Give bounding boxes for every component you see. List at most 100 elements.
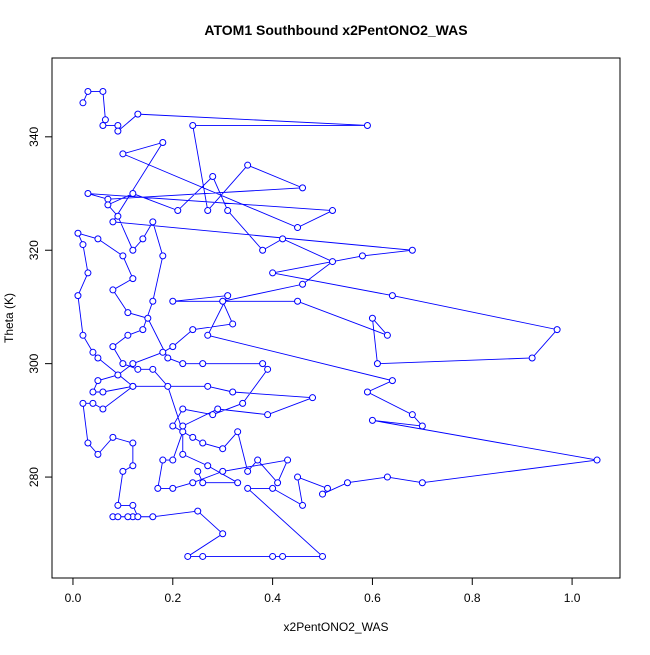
data-point	[209, 173, 217, 181]
data-point	[104, 195, 112, 203]
x-tick-label: 1.0	[564, 591, 581, 605]
plot-box	[51, 57, 621, 579]
data-point	[219, 530, 227, 538]
data-point	[129, 462, 137, 470]
data-point	[204, 382, 212, 390]
data-point	[109, 433, 117, 441]
data-point	[129, 275, 137, 283]
data-point	[189, 121, 197, 129]
data-point	[169, 297, 177, 305]
data-point	[119, 467, 127, 475]
data-point	[129, 439, 137, 447]
data-point	[129, 382, 137, 390]
data-point	[79, 241, 87, 249]
data-point	[114, 127, 122, 135]
data-point	[229, 388, 237, 396]
data-point	[149, 297, 157, 305]
data-point	[259, 360, 267, 368]
y-tick-label: 340	[27, 126, 41, 146]
data-point	[189, 326, 197, 334]
y-axis-label: Theta (K)	[2, 293, 16, 343]
data-point	[101, 116, 109, 124]
data-point	[244, 467, 252, 475]
data-point	[219, 297, 227, 305]
data-point	[234, 479, 242, 487]
data-point	[124, 331, 132, 339]
data-point	[124, 309, 132, 317]
data-point	[254, 456, 262, 464]
data-point	[199, 552, 207, 560]
data-point	[139, 326, 147, 334]
data-point	[169, 343, 177, 351]
data-point	[363, 388, 371, 396]
data-point	[179, 428, 187, 436]
data-line	[77, 91, 598, 557]
data-point	[179, 360, 187, 368]
x-tick-label: 0.0	[65, 591, 82, 605]
data-point	[189, 433, 197, 441]
data-point	[119, 150, 127, 158]
data-point	[94, 354, 102, 362]
data-point	[194, 467, 202, 475]
data-point	[109, 343, 117, 351]
data-point	[94, 235, 102, 243]
data-point	[144, 314, 152, 322]
data-point	[154, 484, 162, 492]
data-point	[309, 394, 317, 402]
data-point	[134, 365, 142, 373]
data-point	[204, 462, 212, 470]
x-tick-label: 0.4	[264, 591, 281, 605]
data-point	[343, 479, 351, 487]
chart-title: ATOM1 Southbound x2PentONO2_WAS	[204, 22, 467, 38]
data-point	[274, 479, 282, 487]
data-point	[129, 190, 137, 198]
data-point	[169, 484, 177, 492]
data-point	[109, 286, 117, 294]
data-point	[134, 513, 142, 521]
data-point	[74, 229, 82, 237]
data-point	[129, 360, 137, 368]
data-point	[528, 354, 536, 362]
y-tick-label: 300	[27, 353, 41, 373]
data-point	[319, 490, 327, 498]
data-point	[194, 507, 202, 515]
data-point	[214, 405, 222, 413]
data-point	[269, 484, 277, 492]
data-point	[234, 428, 242, 436]
data-point	[184, 552, 192, 560]
data-point	[244, 161, 252, 169]
data-point	[418, 422, 426, 430]
data-point	[84, 190, 92, 198]
data-point	[114, 121, 122, 129]
data-point	[329, 207, 337, 215]
x-tick-label: 0.2	[164, 591, 181, 605]
data-point	[159, 252, 167, 260]
data-point	[99, 121, 107, 129]
data-point	[179, 422, 187, 430]
data-point	[299, 501, 307, 509]
data-point	[149, 218, 157, 226]
data-point	[264, 365, 272, 373]
data-point	[319, 552, 327, 560]
data-point	[89, 399, 97, 407]
y-tick-label: 320	[27, 240, 41, 260]
data-point	[553, 326, 561, 334]
data-point	[169, 422, 177, 430]
data-point	[269, 552, 277, 560]
data-point	[358, 252, 366, 260]
data-point	[149, 513, 157, 521]
data-point	[124, 513, 132, 521]
x-tick-label: 0.8	[464, 591, 481, 605]
data-point	[224, 207, 232, 215]
data-point	[219, 445, 227, 453]
data-point	[79, 99, 87, 107]
data-point	[104, 201, 112, 209]
data-point	[408, 246, 416, 254]
data-point	[388, 377, 396, 385]
data-point	[159, 138, 167, 146]
data-point	[79, 331, 87, 339]
x-tick-label: 0.6	[364, 591, 381, 605]
data-point	[224, 292, 232, 300]
data-point	[269, 269, 277, 277]
